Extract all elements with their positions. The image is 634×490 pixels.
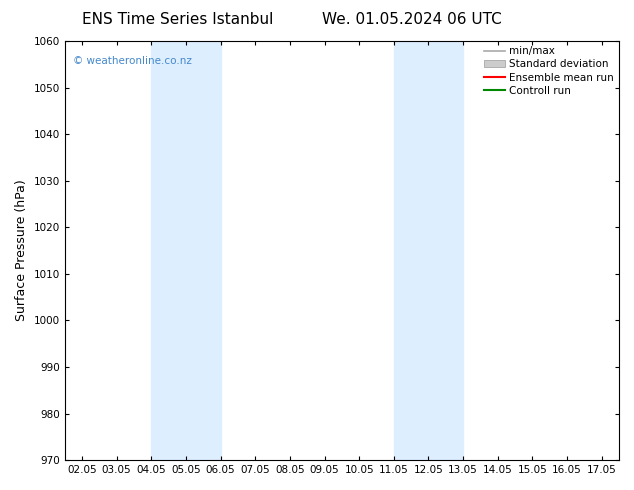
Legend: min/max, Standard deviation, Ensemble mean run, Controll run: min/max, Standard deviation, Ensemble me… xyxy=(484,46,614,96)
Text: We. 01.05.2024 06 UTC: We. 01.05.2024 06 UTC xyxy=(322,12,502,27)
Text: ENS Time Series Istanbul: ENS Time Series Istanbul xyxy=(82,12,273,27)
Bar xyxy=(394,41,463,460)
Y-axis label: Surface Pressure (hPa): Surface Pressure (hPa) xyxy=(15,180,28,321)
Bar xyxy=(152,41,221,460)
Text: © weatheronline.co.nz: © weatheronline.co.nz xyxy=(73,56,192,66)
